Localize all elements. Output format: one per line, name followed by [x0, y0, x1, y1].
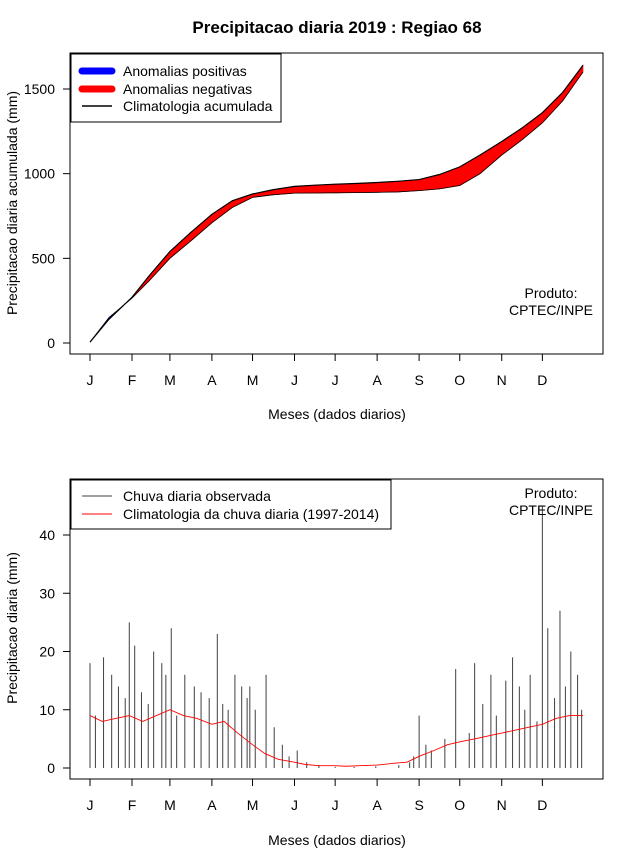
top-x-tick-label: A: [372, 372, 382, 388]
bottom-y-tick-label: 0: [47, 760, 55, 776]
bottom-y-tick-label: 20: [39, 644, 55, 660]
bottom-x-tick-label: A: [372, 797, 382, 813]
bottom-x-tick-label: J: [291, 797, 298, 813]
daily-climatology-layer: [89, 709, 583, 767]
climatology-cumulative-line: [89, 64, 584, 343]
top-x-tick-label: O: [454, 372, 465, 388]
legend-label-positive: Anomalias positivas: [123, 63, 247, 79]
top-x-tick-label: J: [332, 372, 339, 388]
top-legend: Anomalias positivas Anomalias negativas …: [70, 53, 282, 123]
bottom-y-axis-label: Precipitacao diaria (mm): [4, 552, 20, 704]
cumulative-lines-layer: [89, 64, 584, 343]
legend-label-daily-climatology: Climatologia da chuva diaria (1997-2014): [123, 506, 379, 522]
bottom-annotation-line2: CPTEC/INPE: [509, 502, 593, 518]
top-annotation-line2: CPTEC/INPE: [509, 302, 593, 318]
bottom-y-tick-label: 10: [39, 702, 55, 718]
daily-climatology-line: [89, 709, 583, 767]
legend-label-observed: Chuva diaria observada: [123, 488, 271, 504]
top-x-tick-label: J: [291, 372, 298, 388]
cumulative-chart: 0 500 1000 1500 J F M A M J J A S O N D Meses (dados d…: [4, 52, 604, 422]
legend-label-negative: Anomalias negativas: [123, 81, 252, 97]
top-x-tick-label: J: [87, 372, 94, 388]
bottom-x-tick-label: J: [87, 797, 94, 813]
daily-chart: 0 10 20 30 40 J F M A M J J A S O N D Meses (dados diar…: [4, 478, 604, 848]
bottom-x-tick-label: D: [537, 797, 547, 813]
bottom-x-tick-label: F: [128, 797, 137, 813]
top-y-axis: 0 500 1000 1500: [24, 81, 71, 351]
bottom-x-tick-label: O: [454, 797, 465, 813]
bottom-y-tick-label: 30: [39, 585, 55, 601]
bottom-x-tick-label: J: [332, 797, 339, 813]
top-x-tick-label: M: [164, 372, 176, 388]
top-x-tick-label: A: [207, 372, 217, 388]
top-y-tick-label: 1000: [24, 166, 55, 182]
top-x-tick-label: S: [414, 372, 423, 388]
bottom-legend-box: [70, 479, 392, 530]
bottom-x-tick-label: A: [207, 797, 217, 813]
top-x-tick-label: F: [128, 372, 137, 388]
top-annotation-line1: Produto:: [525, 285, 578, 301]
top-x-tick-label: N: [497, 372, 507, 388]
bottom-x-tick-label: M: [247, 797, 259, 813]
bottom-y-axis: 0 10 20 30 40: [39, 527, 71, 776]
bottom-annotation-line1: Produto:: [525, 485, 578, 501]
observed-cumulative-line: [89, 71, 584, 343]
daily-observed-layer: [89, 505, 583, 768]
top-x-axis-label: Meses (dados diarios): [268, 406, 406, 422]
top-y-tick-label: 0: [47, 335, 55, 351]
bottom-legend: Chuva diaria observada Climatologia da c…: [70, 479, 392, 530]
top-x-tick-label: D: [537, 372, 547, 388]
top-y-axis-label: Precipitacao diaria acumulada (mm): [4, 91, 20, 315]
bottom-x-axis-label: Meses (dados diarios): [268, 832, 406, 848]
top-y-tick-label: 500: [32, 250, 56, 266]
chart-title: Precipitacao diaria 2019 : Regiao 68: [192, 18, 481, 37]
bottom-x-tick-label: N: [497, 797, 507, 813]
legend-label-climatology: Climatologia acumulada: [123, 98, 273, 114]
top-x-tick-label: M: [247, 372, 259, 388]
bottom-y-tick-label: 40: [39, 527, 55, 543]
bottom-x-tick-label: M: [164, 797, 176, 813]
bottom-x-tick-label: S: [414, 797, 423, 813]
top-y-tick-label: 1500: [24, 81, 55, 97]
